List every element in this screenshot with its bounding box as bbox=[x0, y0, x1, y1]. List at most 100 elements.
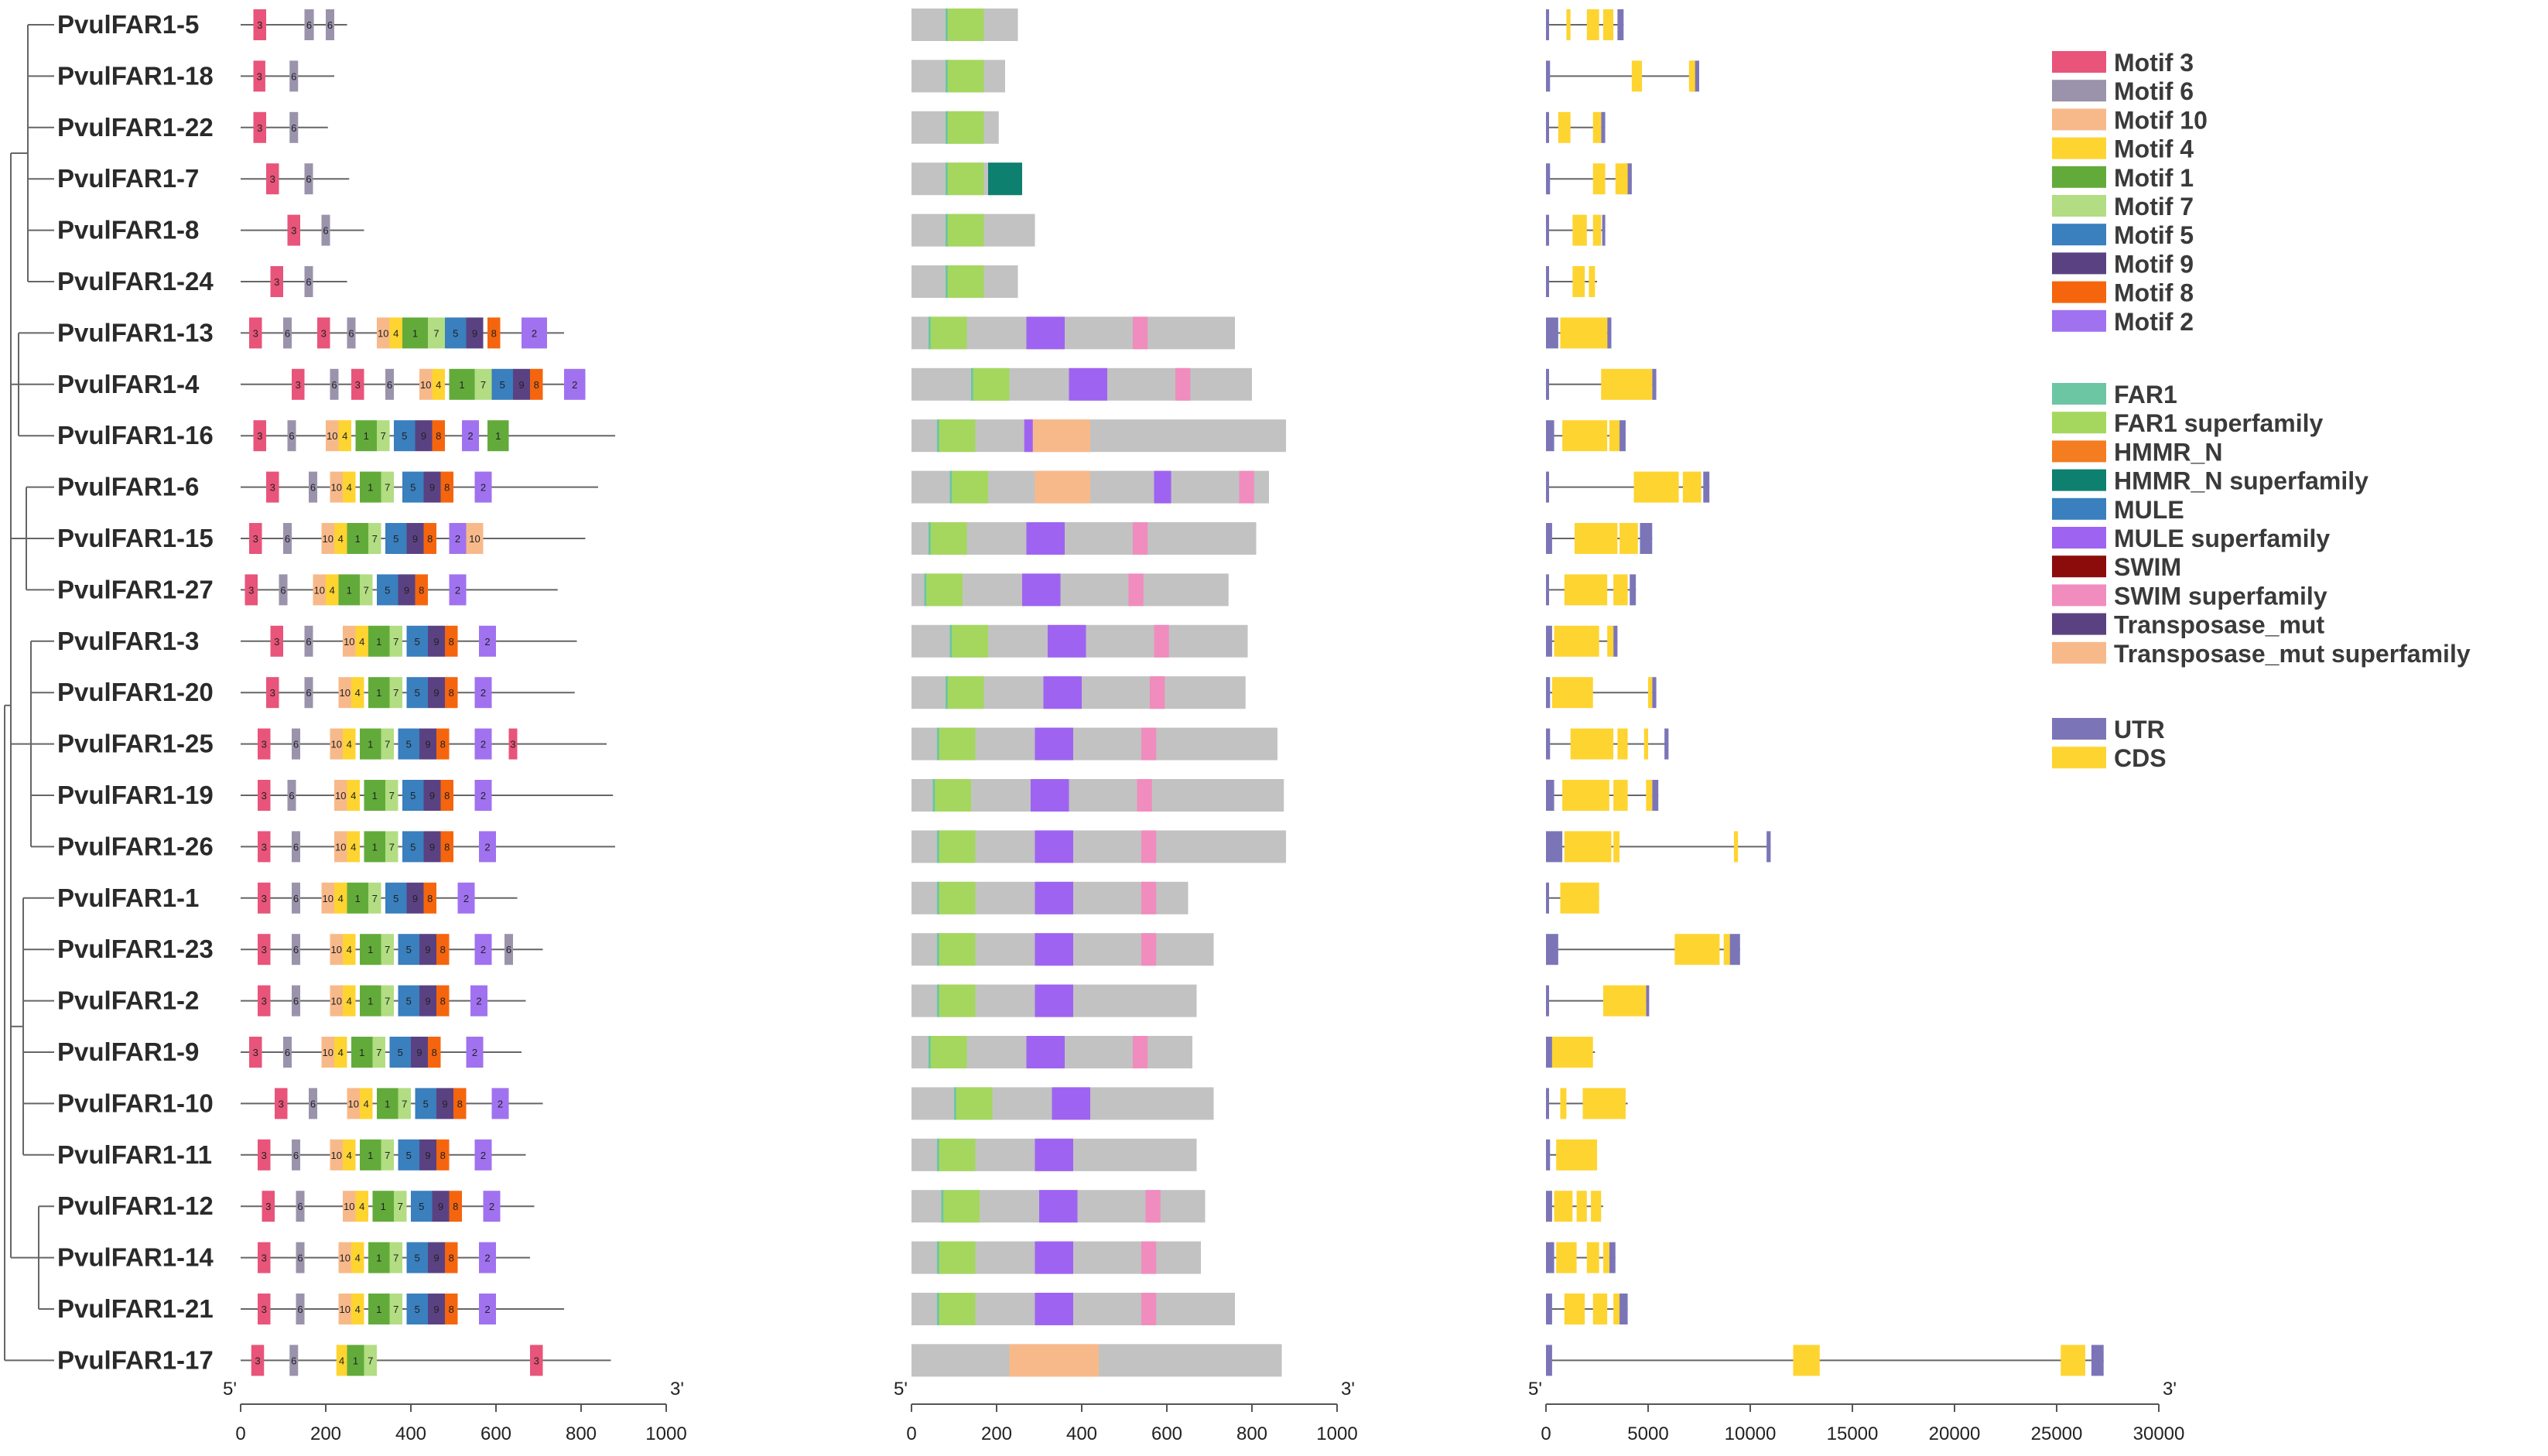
motif-number: 4 bbox=[347, 739, 352, 750]
motif-number: 3 bbox=[270, 482, 275, 494]
motif-number: 4 bbox=[393, 327, 398, 339]
motif-box bbox=[360, 934, 381, 966]
motif-box bbox=[377, 574, 398, 606]
cds-box bbox=[1619, 523, 1638, 554]
motif-box bbox=[351, 1037, 373, 1068]
motif-number: 6 bbox=[293, 893, 299, 904]
cds-box bbox=[1648, 677, 1653, 709]
motif-box bbox=[428, 1037, 441, 1068]
utr-box bbox=[1546, 1345, 1552, 1376]
axes: 0 200 400 600 800 1000 5' 3' 0 200 400 600 800 1000 5'… bbox=[223, 1379, 2184, 1444]
motif-number: 2 bbox=[481, 944, 486, 955]
gene-label: PvulFAR1-22 bbox=[57, 113, 214, 142]
utr-box bbox=[1625, 163, 1632, 195]
utr-box bbox=[1546, 368, 1549, 400]
motif-box bbox=[508, 728, 518, 760]
gene-label: PvulFAR1-7 bbox=[57, 164, 199, 193]
motif-number: 5 bbox=[398, 1047, 403, 1058]
motif-box bbox=[258, 1242, 271, 1273]
motif-box bbox=[398, 985, 419, 1017]
motif-box bbox=[419, 934, 436, 966]
legend-swatch bbox=[2052, 497, 2106, 520]
motif-box bbox=[530, 1345, 543, 1376]
motif-number: 4 bbox=[436, 379, 441, 391]
domain-box bbox=[1035, 1241, 1073, 1274]
motif-number: 6 bbox=[289, 430, 294, 442]
motif-number: 10 bbox=[323, 533, 333, 545]
motif-box bbox=[564, 368, 586, 400]
motif-box bbox=[432, 1191, 450, 1222]
motif-number: 8 bbox=[444, 482, 450, 494]
motif-box bbox=[364, 780, 385, 811]
motif-number: 3 bbox=[257, 122, 262, 134]
domain-box bbox=[1141, 1293, 1157, 1325]
domain-box bbox=[1031, 419, 1090, 453]
motif-box bbox=[381, 1139, 394, 1171]
motif-box bbox=[292, 368, 305, 400]
motif-box bbox=[309, 1088, 317, 1119]
motif-box bbox=[343, 985, 356, 1017]
motif-number: 3 bbox=[257, 430, 262, 442]
motif-box bbox=[466, 523, 484, 554]
motif-box bbox=[258, 728, 271, 760]
cds-box bbox=[1564, 1294, 1585, 1324]
motif-number: 10 bbox=[344, 1201, 354, 1212]
motif-number: 8 bbox=[449, 636, 454, 648]
motif-box bbox=[304, 677, 313, 709]
motif-number: 2 bbox=[484, 1253, 490, 1264]
motif-box bbox=[253, 420, 266, 452]
motif-number: 10 bbox=[331, 482, 342, 494]
motif-number: 10 bbox=[335, 841, 346, 853]
legend-label: MULE bbox=[2114, 496, 2184, 524]
motif-number: 6 bbox=[306, 19, 312, 31]
motif-number: 6 bbox=[506, 944, 511, 955]
domain-box bbox=[1026, 1036, 1065, 1068]
motif-box bbox=[436, 985, 450, 1017]
domain-box bbox=[1141, 1241, 1157, 1274]
motif-box bbox=[347, 831, 360, 863]
gene-label: PvulFAR1-12 bbox=[57, 1191, 214, 1220]
motif-box bbox=[394, 420, 416, 452]
motif-number: 2 bbox=[455, 584, 460, 596]
domain-end5-label: 5' bbox=[894, 1379, 908, 1400]
gene-label: PvulFAR1-18 bbox=[57, 61, 214, 90]
motif-box bbox=[343, 625, 356, 657]
domain-box bbox=[1024, 419, 1033, 453]
motif-number: 8 bbox=[419, 584, 424, 596]
domain-box bbox=[937, 933, 940, 966]
gene-label: PvulFAR1-4 bbox=[57, 370, 200, 398]
motif-box bbox=[398, 728, 419, 760]
domain-box bbox=[1035, 1138, 1073, 1171]
domain-box bbox=[1043, 676, 1082, 709]
motif-number: 1 bbox=[412, 327, 418, 339]
utr-box bbox=[1546, 1191, 1552, 1222]
motif-number: 9 bbox=[518, 379, 524, 391]
motif-number: 8 bbox=[440, 739, 446, 750]
motif-box bbox=[245, 574, 258, 606]
domain-box bbox=[956, 1087, 993, 1120]
motif-number: 1 bbox=[353, 1355, 358, 1366]
motif-box bbox=[330, 934, 343, 966]
domain-box bbox=[1035, 933, 1073, 966]
structure-tick-label: 5000 bbox=[1627, 1424, 1668, 1444]
motif-number: 10 bbox=[340, 1253, 351, 1264]
legend-label: HMMR_N bbox=[2114, 438, 2222, 466]
motif-number: 3 bbox=[262, 1304, 267, 1315]
motif-number: 6 bbox=[293, 996, 299, 1007]
motif-tick-label: 600 bbox=[481, 1424, 511, 1444]
domain-box bbox=[941, 1190, 945, 1223]
domain-box bbox=[988, 162, 1022, 196]
motif-number: 6 bbox=[291, 70, 296, 82]
motif-box bbox=[338, 677, 351, 709]
cds-box bbox=[1633, 471, 1679, 503]
legend-swatch bbox=[2052, 469, 2106, 491]
motif-box bbox=[321, 523, 334, 554]
motif-number: 2 bbox=[572, 379, 577, 391]
domain-box bbox=[1031, 779, 1069, 812]
motif-number: 7 bbox=[368, 1355, 373, 1366]
motif-box bbox=[364, 1345, 377, 1376]
motif-number: 5 bbox=[410, 790, 416, 801]
motif-number: 7 bbox=[389, 790, 395, 801]
motif-number: 3 bbox=[262, 1253, 267, 1264]
motif-number: 6 bbox=[280, 584, 286, 596]
